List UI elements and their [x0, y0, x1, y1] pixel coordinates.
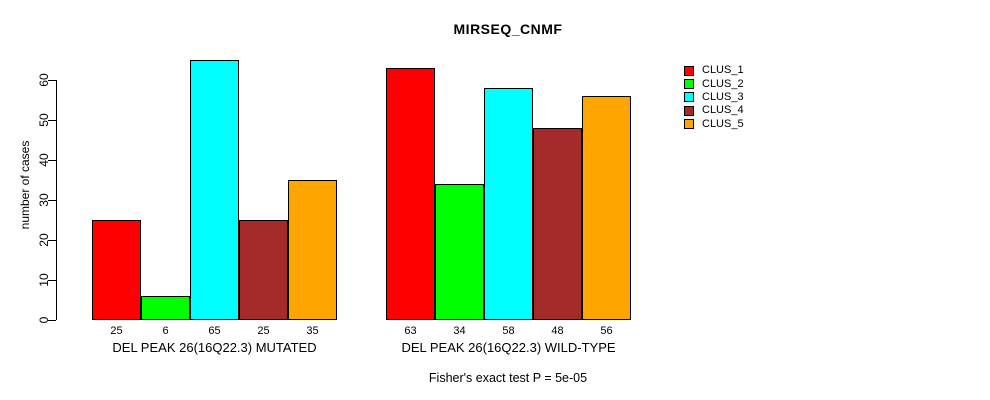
- legend-swatch-icon: [684, 105, 694, 116]
- legend-item-clus_2: CLUS_2: [684, 77, 744, 90]
- legend-item-clus_3: CLUS_3: [684, 91, 744, 104]
- legend-item-clus_4: CLUS_4: [684, 104, 744, 117]
- y-tick-label: 30: [37, 193, 51, 207]
- legend-swatch-icon: [684, 92, 694, 103]
- legend-item-label: CLUS_5: [702, 117, 744, 130]
- bar-clus_2-group2: [435, 184, 484, 320]
- bar-value-label: 6: [162, 325, 169, 337]
- y-tick-mark: [48, 280, 56, 281]
- bar-clus_5-group1: [288, 180, 337, 320]
- y-tick-label: 20: [37, 233, 51, 247]
- legend: CLUS_1 CLUS_2 CLUS_3 CLUS_4 CLUS_5: [684, 64, 744, 131]
- y-axis-label: number of cases: [18, 140, 32, 230]
- y-tick-mark: [48, 160, 56, 161]
- y-tick-label: 60: [37, 73, 51, 87]
- legend-item-label: CLUS_3: [702, 90, 744, 103]
- bar-clus_1-group1: [92, 220, 141, 320]
- bar-value-label: 56: [600, 325, 613, 337]
- legend-item-label: CLUS_4: [702, 104, 744, 117]
- bar-clus_5-group2: [582, 96, 631, 320]
- y-tick-mark: [48, 120, 56, 121]
- bar-value-label: 25: [257, 325, 270, 337]
- annotation-text: Fisher's exact test P = 5e-05: [428, 371, 588, 385]
- bar-clus_1-group2: [386, 68, 435, 320]
- y-tick-label: 0: [37, 316, 51, 324]
- group-label: DEL PEAK 26(16Q22.3) MUTATED: [112, 340, 317, 355]
- bar-value-label: 48: [551, 325, 564, 337]
- y-axis-line: [56, 80, 57, 320]
- bar-clus_4-group1: [239, 220, 288, 320]
- bar-value-label: 65: [208, 325, 221, 337]
- legend-item-label: CLUS_1: [702, 64, 744, 77]
- bar-clus_3-group2: [484, 88, 533, 320]
- y-tick-label: 50: [37, 113, 51, 127]
- chart-title: MIRSEQ_CNMF: [453, 21, 563, 37]
- legend-item-clus_1: CLUS_1: [684, 64, 744, 77]
- y-tick-label: 40: [37, 153, 51, 167]
- bar-value-label: 63: [404, 325, 417, 337]
- legend-swatch-icon: [684, 119, 694, 130]
- y-tick-mark: [48, 80, 56, 81]
- bar-value-label: 25: [110, 325, 123, 337]
- y-tick-label: 10: [37, 273, 51, 287]
- legend-item-clus_5: CLUS_5: [684, 118, 744, 131]
- group-label: DEL PEAK 26(16Q22.3) WILD-TYPE: [401, 340, 616, 355]
- bar-clus_3-group1: [190, 60, 239, 320]
- legend-swatch-icon: [684, 79, 694, 90]
- bar-value-label: 34: [453, 325, 466, 337]
- bar-clus_2-group1: [141, 296, 190, 320]
- legend-swatch-icon: [684, 65, 694, 76]
- legend-item-label: CLUS_2: [702, 77, 744, 90]
- y-tick-mark: [48, 200, 56, 201]
- bar-value-label: 35: [306, 325, 319, 337]
- y-tick-mark: [48, 240, 56, 241]
- y-tick-mark: [48, 320, 56, 321]
- bar-value-label: 58: [502, 325, 515, 337]
- bar-clus_4-group2: [533, 128, 582, 320]
